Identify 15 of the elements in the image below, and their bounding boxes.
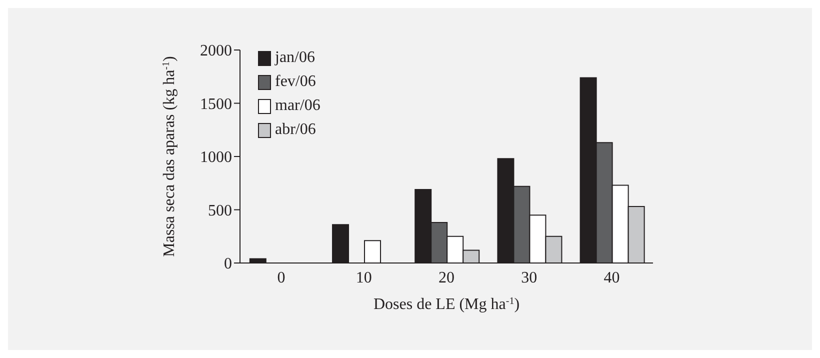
x-tick-label: 30 [521, 269, 538, 286]
x-tick-label: 20 [438, 269, 454, 286]
legend-label: abr/06 [275, 121, 316, 139]
y-tick-label: 1000 [200, 149, 232, 166]
y-tick-label: 500 [208, 202, 232, 220]
legend-label: fev/06 [275, 73, 316, 91]
y-tick-label: 0 [224, 256, 232, 273]
legend-label: mar/06 [275, 97, 320, 115]
x-tick-label: 10 [356, 269, 372, 286]
legend-label: jan/06 [275, 49, 315, 67]
y-tick-label: 1500 [200, 96, 232, 113]
y-tick-label: 2000 [200, 42, 232, 60]
x-axis-title: Doses de LE (Mg ha$^{-1}$) [373, 296, 520, 313]
x-tick-label: 0 [277, 269, 286, 286]
x-tick-label: 40 [604, 269, 620, 286]
